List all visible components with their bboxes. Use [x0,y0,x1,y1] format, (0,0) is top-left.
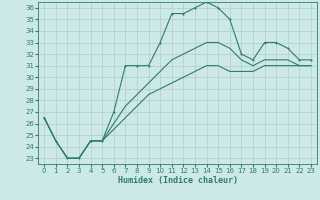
X-axis label: Humidex (Indice chaleur): Humidex (Indice chaleur) [118,176,238,185]
